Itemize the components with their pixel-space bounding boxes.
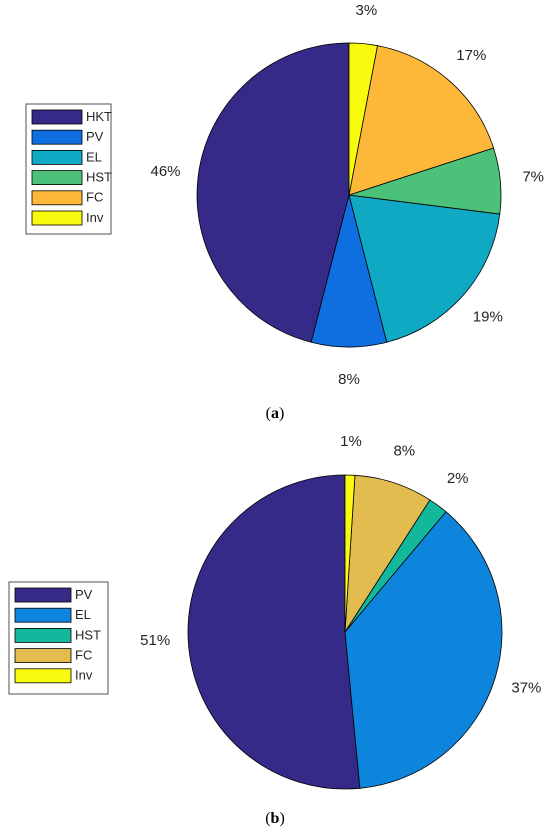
pie-slice-pv bbox=[187, 474, 361, 790]
pie-slice-el bbox=[344, 511, 503, 789]
slice-label-hst: 2% bbox=[447, 470, 469, 487]
pie-slice-inv bbox=[348, 42, 378, 196]
legend-label-hkt: HKT bbox=[86, 109, 112, 124]
panel-caption: (b) bbox=[265, 810, 285, 827]
pie-chart-b: 51% 37% 2% 8% 1% PV EL HST FC Inv (b) bbox=[8, 433, 541, 827]
slice-label-pv: 51% bbox=[140, 632, 170, 649]
legend-label-pv: PV bbox=[75, 587, 93, 602]
legend-label-el: EL bbox=[86, 149, 102, 164]
panel-caption: (a) bbox=[266, 405, 285, 422]
legend-label-fc: FC bbox=[75, 648, 92, 663]
slice-label-el: 37% bbox=[511, 679, 541, 696]
slice-label-el: 19% bbox=[473, 308, 503, 325]
pie-slice-fc bbox=[348, 45, 495, 196]
legend-swatch-hst bbox=[31, 170, 83, 186]
slice-label-hst: 7% bbox=[522, 169, 544, 186]
legend-label-inv: Inv bbox=[75, 668, 93, 683]
legend-label-hst: HST bbox=[86, 170, 112, 185]
slice-label-inv: 3% bbox=[356, 2, 378, 19]
legend-label-pv: PV bbox=[86, 129, 104, 144]
legend-swatch-el bbox=[14, 607, 72, 623]
legend-swatch-pv bbox=[14, 587, 72, 603]
legend-swatch-inv bbox=[14, 668, 72, 684]
legend-swatch-pv bbox=[31, 129, 83, 145]
legend-label-hst: HST bbox=[75, 627, 101, 642]
legend-swatch-fc bbox=[14, 648, 72, 663]
slice-label-pv: 8% bbox=[338, 371, 360, 388]
slice-label-fc: 8% bbox=[393, 442, 415, 459]
legend-label-fc: FC bbox=[86, 190, 103, 205]
pie-slice-el bbox=[348, 194, 501, 343]
slice-label-fc: 17% bbox=[456, 47, 486, 64]
legend-label-el: EL bbox=[75, 607, 91, 622]
legend-swatch-el bbox=[31, 149, 83, 165]
legend-label-inv: Inv bbox=[86, 210, 104, 225]
pie-slice-inv bbox=[344, 474, 356, 633]
pie-slice-hkt bbox=[196, 42, 350, 343]
pie-chart-a: 46% 8% 19% 7% 17% 3% HKT PV EL HST FC Inv (a) bbox=[25, 2, 544, 422]
legend-swatch-hst bbox=[14, 628, 72, 643]
legend-swatch-fc bbox=[31, 190, 83, 206]
legend: HKT PV EL HST FC Inv bbox=[25, 103, 112, 235]
slice-label-hkt: 46% bbox=[150, 163, 180, 180]
slice-label-inv: 1% bbox=[340, 433, 362, 450]
legend: PV EL HST FC Inv bbox=[8, 581, 109, 695]
legend-swatch-inv bbox=[31, 210, 83, 226]
legend-swatch-hkt bbox=[31, 109, 83, 125]
